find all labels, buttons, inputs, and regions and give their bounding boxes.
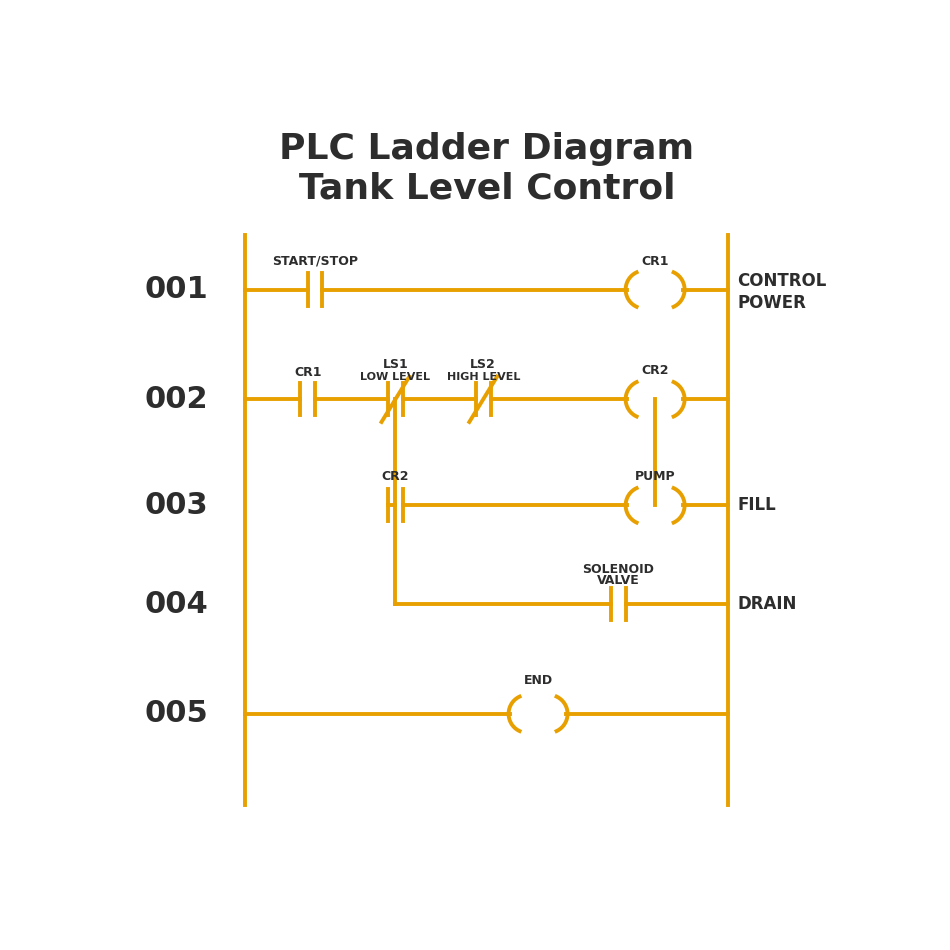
- Text: DRAIN: DRAIN: [737, 595, 796, 613]
- Text: FILL: FILL: [737, 496, 776, 514]
- Text: CR1: CR1: [641, 255, 669, 268]
- Text: Tank Level Control: Tank Level Control: [298, 171, 675, 205]
- Text: CR1: CR1: [294, 366, 321, 379]
- Text: SOLENOID: SOLENOID: [582, 563, 655, 577]
- Text: 004: 004: [144, 590, 208, 618]
- Text: 003: 003: [144, 491, 208, 520]
- Text: 001: 001: [144, 276, 208, 304]
- Text: LS2: LS2: [470, 358, 496, 371]
- Text: HIGH LEVEL: HIGH LEVEL: [446, 371, 520, 382]
- Text: START/STOP: START/STOP: [272, 255, 358, 268]
- Text: LOW LEVEL: LOW LEVEL: [360, 371, 430, 382]
- Text: LS1: LS1: [383, 358, 408, 371]
- Text: CR2: CR2: [382, 470, 409, 484]
- Text: PLC Ladder Diagram: PLC Ladder Diagram: [279, 132, 694, 166]
- Text: POWER: POWER: [737, 294, 806, 312]
- Text: VALVE: VALVE: [598, 574, 640, 586]
- Text: PUMP: PUMP: [635, 470, 675, 484]
- Text: END: END: [523, 674, 553, 688]
- Text: CR2: CR2: [641, 365, 669, 377]
- Text: 005: 005: [144, 699, 208, 729]
- Text: CONTROL: CONTROL: [737, 272, 826, 290]
- Text: 002: 002: [144, 385, 208, 414]
